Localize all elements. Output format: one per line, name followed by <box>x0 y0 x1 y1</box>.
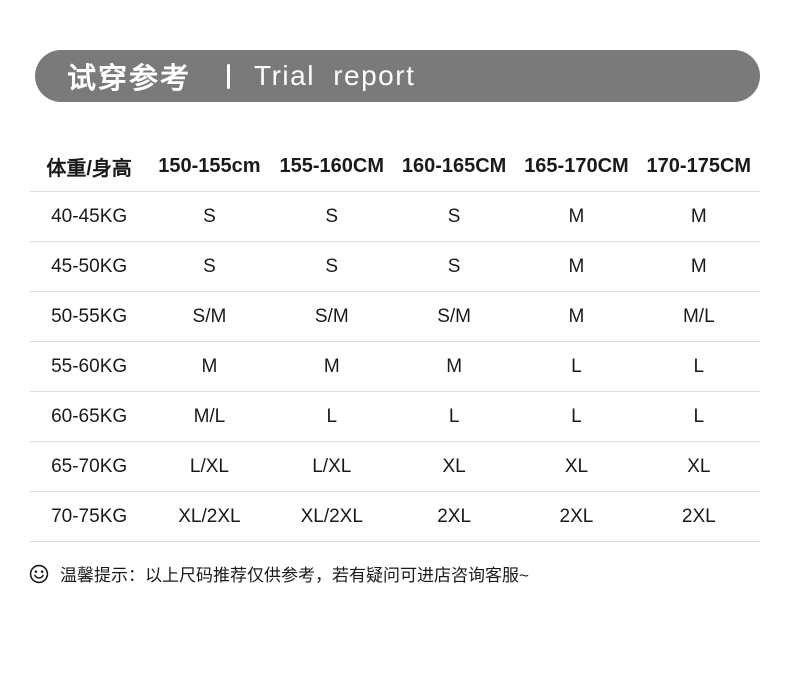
section-title-en: Trial report <box>254 60 416 91</box>
size-cell: M <box>392 341 516 392</box>
table-row: 55-60KG M M M L L <box>30 341 760 392</box>
table-row: 60-65KG M/L L L L L <box>30 391 760 442</box>
size-cell: M <box>270 341 393 392</box>
size-cell: M <box>148 341 271 392</box>
size-cell: L <box>637 391 760 442</box>
table-row: 65-70KG L/XL L/XL XL XL XL <box>30 441 760 492</box>
size-cell: L/XL <box>270 441 393 492</box>
size-cell: XL <box>637 441 760 492</box>
column-header: 170-175CM <box>637 142 760 192</box>
size-cell: L <box>392 391 516 442</box>
size-cell: XL/2XL <box>148 491 271 542</box>
size-cell: S <box>392 241 516 292</box>
size-cell: 2XL <box>515 491 638 542</box>
column-header: 160-165CM <box>392 142 516 192</box>
size-table-body: 40-45KG S S S M M 45-50KG S S S M M 50-55KG S/M S/M S/M… <box>30 191 760 542</box>
table-row: 40-45KG S S S M M <box>30 191 760 242</box>
section-header-banner: 试穿参考 Trial report <box>35 50 760 102</box>
smiley-icon <box>29 564 49 583</box>
column-header: 165-170CM <box>515 142 638 192</box>
row-label: 45-50KG <box>30 241 149 292</box>
size-chart-table: 体重/身高 150-155cm 155-160CM 160-165CM 165-170C… <box>30 142 760 542</box>
size-cell: XL/2XL <box>270 491 393 542</box>
size-cell: S <box>270 241 393 292</box>
table-row: 50-55KG S/M S/M S/M M M/L <box>30 291 760 342</box>
size-cell: L <box>270 391 393 442</box>
row-label: 55-60KG <box>30 341 149 392</box>
row-label: 70-75KG <box>30 491 149 542</box>
size-cell: M <box>515 241 638 292</box>
size-cell: XL <box>392 441 516 492</box>
section-title-zh: 试穿参考 <box>67 63 192 95</box>
table-header-row: 体重/身高 150-155cm 155-160CM 160-165CM 165-170C… <box>30 142 760 192</box>
table-row: 70-75KG XL/2XL XL/2XL 2XL 2XL 2XL <box>30 491 760 542</box>
size-cell: L <box>515 391 638 442</box>
title-divider-bar <box>227 63 231 89</box>
size-cell: S <box>392 191 516 242</box>
tips-note: 温馨提示：以上尺码推荐仅供参考，若有疑问可进店咨询客服~ <box>28 561 529 586</box>
size-cell: M/L <box>148 391 271 442</box>
size-cell: S/M <box>148 291 271 342</box>
column-header: 150-155cm <box>148 142 271 192</box>
row-label: 60-65KG <box>30 391 149 442</box>
size-table-head: 体重/身高 150-155cm 155-160CM 160-165CM 165-170C… <box>30 142 760 192</box>
size-cell: L/XL <box>148 441 271 492</box>
size-cell: S <box>148 241 271 292</box>
size-cell: L <box>515 341 638 392</box>
size-cell: 2XL <box>637 491 760 542</box>
size-cell: L <box>637 341 760 392</box>
size-cell: XL <box>515 441 638 492</box>
size-cell: M/L <box>637 291 760 342</box>
size-cell: S <box>270 191 393 242</box>
size-cell: M <box>637 191 760 242</box>
size-cell: S/M <box>270 291 393 342</box>
size-cell: M <box>637 241 760 292</box>
tips-note-text: 温馨提示：以上尺码推荐仅供参考，若有疑问可进店咨询客服~ <box>60 566 529 585</box>
size-cell: M <box>515 191 638 242</box>
size-cell: M <box>515 291 638 342</box>
row-label: 50-55KG <box>30 291 149 342</box>
row-label: 40-45KG <box>30 191 149 242</box>
size-cell: S/M <box>392 291 516 342</box>
size-cell: S <box>148 191 271 242</box>
size-cell: 2XL <box>392 491 516 542</box>
table-row: 45-50KG S S S M M <box>30 241 760 292</box>
column-header-weight-height: 体重/身高 <box>30 142 149 192</box>
column-header: 155-160CM <box>270 142 393 192</box>
row-label: 65-70KG <box>30 441 149 492</box>
